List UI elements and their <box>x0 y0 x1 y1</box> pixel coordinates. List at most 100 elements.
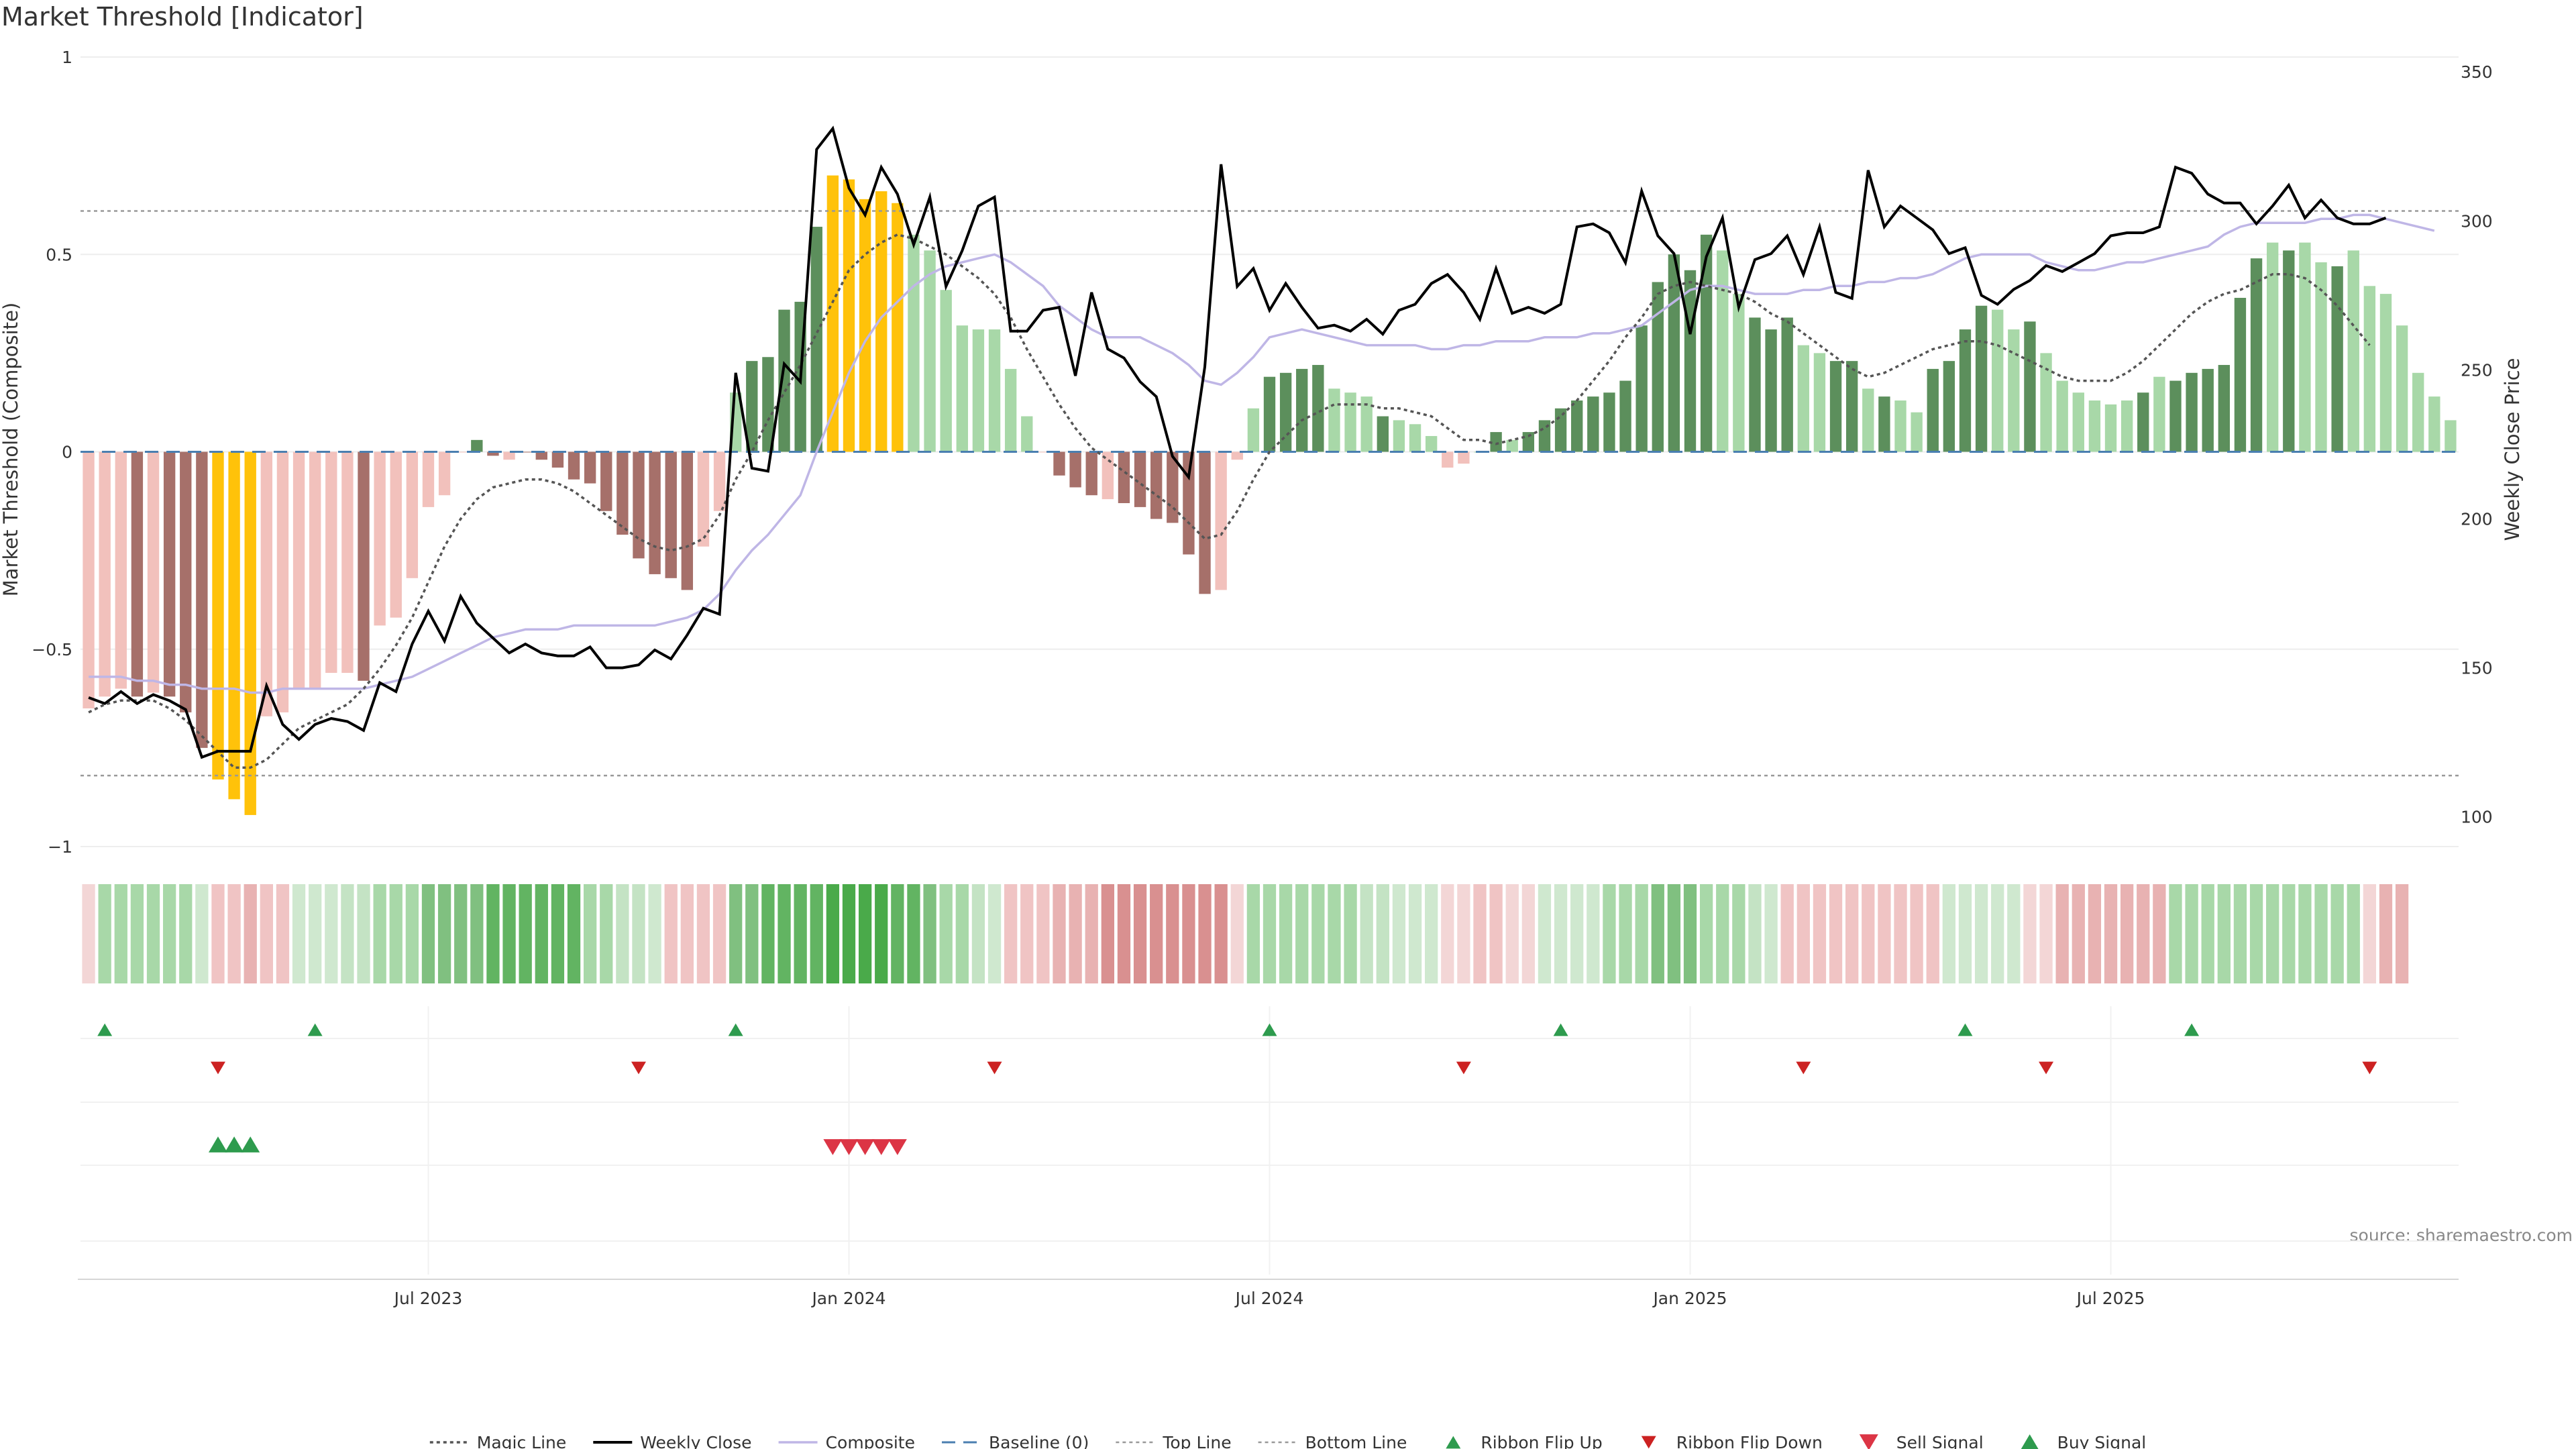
composite-bar <box>1199 451 1211 594</box>
ribbon-cell <box>1376 884 1389 983</box>
ribbon-flip-down-marker <box>1796 1061 1811 1075</box>
ribbon-cell <box>162 884 176 983</box>
ribbon-cell <box>2379 884 2393 983</box>
y-tick-label: 1 <box>62 48 72 67</box>
ribbon-cell <box>1910 884 1923 983</box>
legend-label: Ribbon Flip Up <box>1481 1433 1602 1449</box>
ribbon-cell <box>1603 884 1616 983</box>
ribbon-cell <box>1311 884 1325 983</box>
legend-swatch <box>1641 1436 1656 1449</box>
ribbon-cell <box>502 884 516 983</box>
composite-bar <box>2056 380 2068 452</box>
legend-label: Weekly Close <box>640 1433 751 1449</box>
composite-bar <box>924 250 936 452</box>
source-note: source: sharemaestro.com <box>2350 1226 2573 1245</box>
ribbon-cell <box>858 884 872 983</box>
composite-bar <box>908 234 920 452</box>
composite-bar <box>713 451 726 511</box>
ribbon-cell <box>211 884 225 983</box>
composite-bar <box>2412 372 2424 452</box>
composite-bar <box>2379 294 2392 452</box>
ribbon-cell <box>777 884 791 983</box>
composite-bar <box>115 451 127 689</box>
ribbon-cell <box>1587 884 1600 983</box>
ribbon-cell <box>114 884 127 983</box>
composite-bar <box>438 451 451 496</box>
composite-bar <box>859 199 871 452</box>
composite-bar <box>2428 396 2440 452</box>
ribbon-cell <box>1166 884 1179 983</box>
composite-bar <box>1635 325 1648 452</box>
composite-bar <box>131 451 144 697</box>
ribbon-cell <box>680 884 694 983</box>
ribbon-cell <box>1457 884 1470 983</box>
composite-bar <box>2040 353 2052 452</box>
legend-item: Top Line <box>1116 1433 1232 1449</box>
ribbon-cell <box>1926 884 1939 983</box>
legend-label: Composite <box>826 1433 915 1449</box>
composite-bar <box>1069 451 1081 488</box>
ribbon-flip-down-marker <box>2362 1061 2377 1075</box>
composite-bar <box>325 451 337 674</box>
composite-bar <box>1700 234 1713 452</box>
ribbon-cell <box>696 884 710 983</box>
composite-bar <box>875 191 888 452</box>
composite-bar <box>406 451 419 578</box>
composite-bar <box>2202 368 2214 452</box>
composite-bar <box>1231 451 1243 460</box>
ribbon-cell <box>2395 884 2409 983</box>
axes: 1 0.5 0 −0.5 −1 350 300 250 200 150 100 Jul 2023 Jan… <box>32 48 2492 1308</box>
composite-bar <box>697 451 710 547</box>
ribbon-flip-down-marker <box>210 1061 225 1075</box>
ribbon-cell <box>2282 884 2296 983</box>
y2-axis-label: Weekly Close Price <box>2501 358 2524 541</box>
composite-bar <box>584 451 596 484</box>
composite-bar <box>1749 317 1761 452</box>
ribbon-cell <box>1408 884 1422 983</box>
weekly-close-line <box>88 125 2387 759</box>
legend: Magic Line Weekly Close Composite Baseline … <box>429 1433 2146 1449</box>
composite-bar <box>551 451 564 468</box>
ribbon-cell <box>1862 884 1875 983</box>
composite-bar <box>1263 376 1276 452</box>
composite-bar <box>2299 242 2311 452</box>
ribbon-cell <box>2072 884 2085 983</box>
composite-bar <box>568 451 580 480</box>
composite-bar <box>358 451 370 681</box>
ribbon-cell <box>1344 884 1357 983</box>
ribbon-cell <box>939 884 953 983</box>
ribbon-cell <box>357 884 370 983</box>
ribbon-cell <box>875 884 888 983</box>
ribbon-cell <box>1829 884 1843 983</box>
ribbon-cell <box>1780 884 1794 983</box>
ribbon-cell <box>1101 884 1114 983</box>
ribbon-cell <box>2314 884 2328 983</box>
ribbon-cell <box>309 884 322 983</box>
ribbon-cell <box>98 884 111 983</box>
ribbon-cell <box>826 884 840 983</box>
composite-bar <box>244 451 256 815</box>
composite-bar <box>1522 432 1535 452</box>
ribbon-flip-up-marker <box>1262 1023 1277 1036</box>
ribbon-cell <box>519 884 532 983</box>
composite-bar <box>276 451 289 712</box>
composite-line <box>89 213 2435 694</box>
ribbon-cell <box>600 884 613 983</box>
composite-bar <box>1813 353 1826 452</box>
ribbon-cell <box>1894 884 1907 983</box>
ribbon-cell <box>1651 884 1664 983</box>
composite-bar <box>1490 432 1502 452</box>
ribbon-cell <box>1085 884 1098 983</box>
ribbon-cell <box>1214 884 1228 983</box>
ribbon-cell <box>1683 884 1697 983</box>
sell-signal-marker <box>839 1139 859 1155</box>
ribbon-cell <box>244 884 257 983</box>
ribbon-cell <box>1198 884 1212 983</box>
ribbon-cell <box>1538 884 1552 983</box>
composite-bar <box>147 451 160 693</box>
composite-bar <box>1538 420 1551 452</box>
ribbon-cell <box>2185 884 2198 983</box>
composite-bar <box>1959 329 1972 452</box>
ribbon-cell <box>1667 884 1681 983</box>
ribbon-cell <box>2137 884 2150 983</box>
